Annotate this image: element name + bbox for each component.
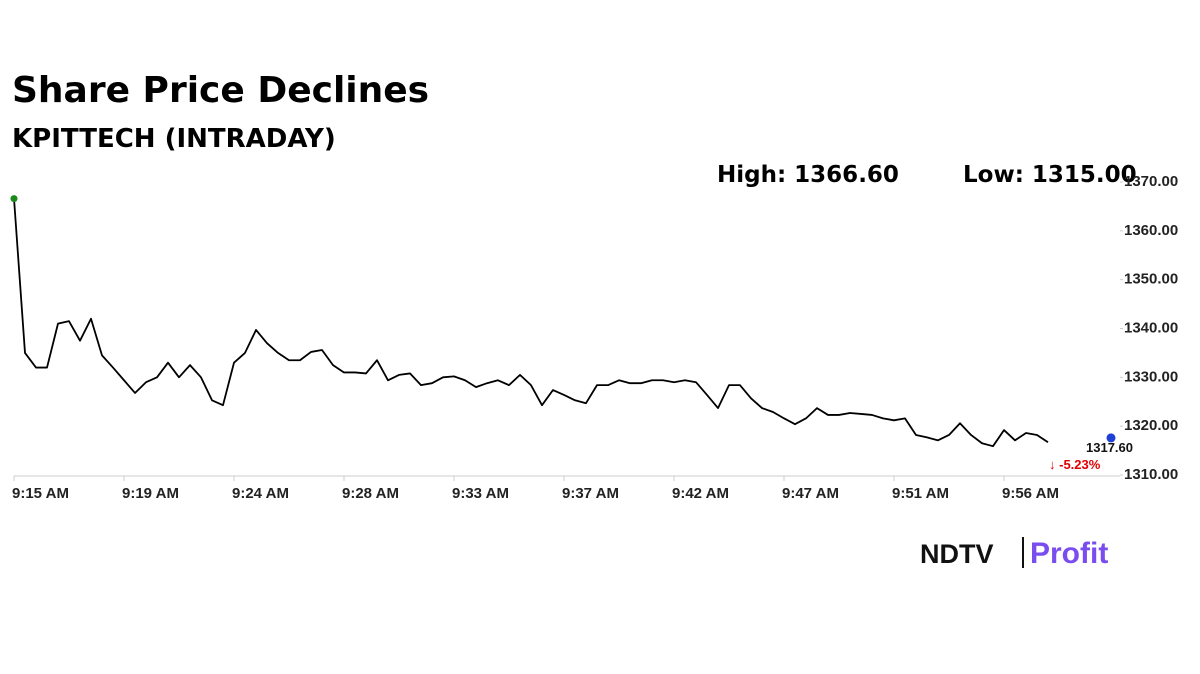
x-tick-label: 9:42 AM bbox=[672, 485, 729, 502]
x-tick-label: 9:51 AM bbox=[892, 485, 949, 502]
price-line bbox=[13, 198, 1049, 448]
y-tick-label: 1320.00 bbox=[1124, 417, 1178, 434]
brand-profit: Profit bbox=[1030, 537, 1108, 570]
x-tick-label: 9:28 AM bbox=[342, 485, 399, 502]
low-annotation: Low: 1315.00 bbox=[963, 162, 1137, 188]
last-price-label: 1317.60 bbox=[1086, 440, 1133, 455]
y-tick-label: 1350.00 bbox=[1124, 271, 1178, 288]
x-tick-label: 9:33 AM bbox=[452, 485, 509, 502]
y-tick-label: 1330.00 bbox=[1124, 368, 1178, 385]
y-tick-label: 1340.00 bbox=[1124, 319, 1178, 336]
x-tick-label: 9:47 AM bbox=[782, 485, 839, 502]
y-tick-label: 1310.00 bbox=[1124, 466, 1178, 483]
x-tick-label: 9:19 AM bbox=[122, 485, 179, 502]
x-tick-label: 9:56 AM bbox=[1002, 485, 1059, 502]
last-price-marker bbox=[1106, 433, 1116, 443]
chart-title: Share Price Declines bbox=[12, 70, 429, 111]
chart-subtitle: KPITTECH (INTRADAY) bbox=[12, 124, 336, 154]
x-tick-label: 9:37 AM bbox=[562, 485, 619, 502]
y-tick-label: 1370.00 bbox=[1124, 173, 1178, 190]
brand-ndtv: NDTV bbox=[920, 539, 994, 569]
high-annotation: High: 1366.60 bbox=[717, 162, 899, 188]
high-marker bbox=[10, 195, 18, 203]
change-label: ↓ -5.23% bbox=[1049, 457, 1101, 472]
x-tick-label: 9:24 AM bbox=[232, 485, 289, 502]
x-tick-label: 9:15 AM bbox=[12, 485, 69, 502]
y-tick-label: 1360.00 bbox=[1124, 222, 1178, 239]
